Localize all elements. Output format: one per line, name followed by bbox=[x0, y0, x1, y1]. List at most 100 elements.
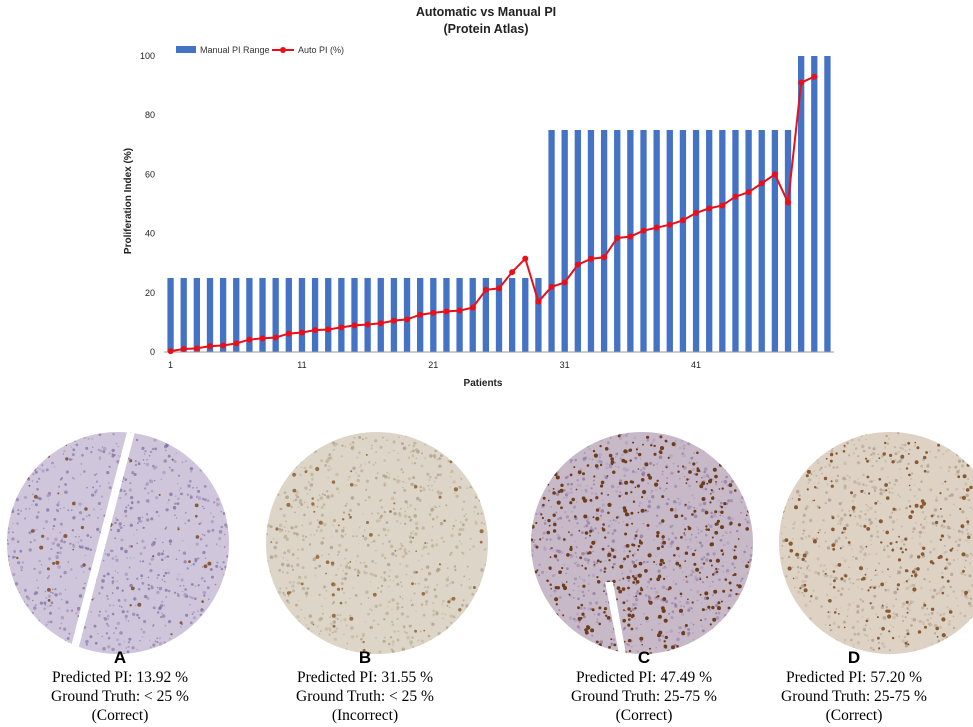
manual-pi-bar bbox=[548, 130, 555, 352]
tissue-texture bbox=[779, 432, 973, 654]
manual-pi-bar bbox=[482, 278, 490, 352]
manual-pi-bar bbox=[246, 278, 253, 352]
manual-pi-bar bbox=[325, 278, 332, 352]
auto-pi-point bbox=[640, 227, 647, 234]
ground-truth: Ground Truth: < 25 % bbox=[51, 688, 189, 705]
tissue-texture bbox=[266, 432, 488, 654]
manual-pi-bar bbox=[627, 130, 634, 352]
verdict: (Correct) bbox=[825, 707, 883, 724]
chart-title: Automatic vs Manual PI bbox=[416, 5, 556, 19]
manual-pi-bar bbox=[311, 278, 319, 352]
bar-series bbox=[167, 56, 831, 352]
manual-pi-bar bbox=[666, 130, 673, 352]
y-tick-label: 0 bbox=[150, 347, 155, 357]
auto-pi-point bbox=[390, 317, 397, 324]
legend-bar-label: Manual PI Range bbox=[200, 45, 270, 55]
x-tick-label: 31 bbox=[560, 360, 570, 370]
manual-pi-bar bbox=[784, 130, 792, 352]
manual-pi-bar bbox=[745, 130, 752, 352]
manual-pi-bar bbox=[403, 278, 411, 352]
auto-pi-point bbox=[456, 307, 463, 314]
manual-pi-bar bbox=[535, 278, 542, 352]
y-tick-label: 60 bbox=[145, 169, 155, 179]
manual-pi-bar bbox=[167, 278, 174, 352]
x-tick-label: 41 bbox=[691, 360, 701, 370]
auto-pi-point bbox=[259, 335, 266, 342]
auto-pi-point bbox=[509, 269, 516, 276]
manual-pi-bar bbox=[180, 278, 187, 352]
chart: Automatic vs Manual PI (Protein Atlas) M… bbox=[123, 5, 834, 389]
x-tick-label: 1 bbox=[168, 360, 173, 370]
auto-pi-point bbox=[627, 233, 634, 240]
panel-a: A Predicted PI: 13.92 % Ground Truth: < … bbox=[0, 432, 240, 727]
auto-pi-point bbox=[338, 324, 345, 331]
auto-pi-point bbox=[653, 224, 660, 231]
manual-pi-bar bbox=[495, 278, 503, 352]
auto-pi-point bbox=[666, 221, 673, 228]
tissue-core-image-d bbox=[779, 432, 973, 654]
auto-pi-point bbox=[601, 254, 608, 261]
y-tick-label: 100 bbox=[140, 51, 155, 61]
tissue-texture bbox=[531, 432, 753, 654]
manual-pi-bar bbox=[233, 278, 240, 352]
tissue-core-image-c bbox=[531, 432, 753, 654]
auto-pi-point bbox=[443, 308, 450, 315]
manual-pi-bar bbox=[443, 278, 450, 352]
ground-truth: Ground Truth: 25-75 % bbox=[571, 688, 717, 705]
auto-pi-point bbox=[364, 321, 371, 328]
verdict: (Correct) bbox=[615, 707, 673, 724]
chart-subtitle: (Protein Atlas) bbox=[444, 22, 529, 36]
panel-caption-a: A Predicted PI: 13.92 % Ground Truth: < … bbox=[0, 648, 240, 725]
manual-pi-bar bbox=[351, 278, 358, 352]
tissue-core-image-a bbox=[7, 432, 229, 654]
manual-pi-bar bbox=[758, 130, 765, 352]
manual-pi-bar bbox=[469, 278, 476, 352]
manual-pi-bar bbox=[824, 56, 831, 352]
y-tick-label: 80 bbox=[145, 110, 155, 120]
auto-pi-point bbox=[193, 345, 200, 352]
tissue-texture bbox=[7, 432, 229, 654]
auto-pi-point bbox=[771, 171, 778, 178]
manual-pi-bar bbox=[338, 278, 345, 352]
auto-pi-point bbox=[312, 327, 319, 334]
auto-pi-point bbox=[522, 255, 529, 262]
predicted-pi: Predicted PI: 47.49 % bbox=[575, 669, 713, 686]
manual-pi-bar bbox=[508, 278, 516, 352]
auto-pi-point bbox=[298, 329, 305, 336]
auto-pi-point bbox=[614, 235, 621, 242]
auto-pi-point bbox=[285, 330, 292, 337]
auto-pi-point bbox=[404, 316, 411, 323]
panel-letter: B bbox=[358, 648, 372, 667]
auto-pi-point bbox=[469, 304, 476, 311]
manual-pi-bar bbox=[364, 278, 371, 352]
auto-pi-point bbox=[377, 320, 384, 327]
ground-truth: Ground Truth: 25-75 % bbox=[781, 688, 927, 705]
auto-pi-point bbox=[220, 342, 227, 349]
auto-pi-point bbox=[325, 326, 332, 333]
auto-pi-point bbox=[496, 285, 502, 292]
manual-pi-bar bbox=[600, 130, 608, 352]
auto-pi-point bbox=[246, 336, 253, 343]
verdict: (Correct) bbox=[91, 707, 149, 724]
auto-pi-point bbox=[561, 279, 568, 286]
legend: Manual PI Range Auto PI (%) bbox=[176, 45, 344, 55]
verdict: (Incorrect) bbox=[331, 707, 399, 724]
auto-pi-point bbox=[745, 189, 752, 196]
manual-pi-bar bbox=[272, 278, 279, 352]
auto-pi-point bbox=[351, 322, 358, 329]
panel-b: B Predicted PI: 31.55 % Ground Truth: < … bbox=[245, 432, 488, 727]
auto-pi-line bbox=[170, 75, 815, 353]
x-tick-label: 11 bbox=[297, 360, 306, 370]
x-tick-label: 21 bbox=[428, 360, 438, 370]
x-axis-label: Patients bbox=[464, 378, 503, 389]
auto-pi-point bbox=[417, 311, 424, 318]
panel-caption-d: D Predicted PI: 57.20 % Ground Truth: 25… bbox=[734, 648, 973, 725]
manual-pi-bar bbox=[587, 130, 595, 352]
auto-pi-point bbox=[206, 343, 213, 350]
manual-pi-bar bbox=[561, 130, 568, 352]
manual-pi-bar bbox=[219, 278, 227, 352]
predicted-pi: Predicted PI: 13.92 % bbox=[51, 669, 189, 686]
legend-bar-swatch bbox=[176, 46, 196, 53]
panel-letter: C bbox=[637, 648, 651, 667]
auto-pi-point bbox=[574, 261, 581, 268]
